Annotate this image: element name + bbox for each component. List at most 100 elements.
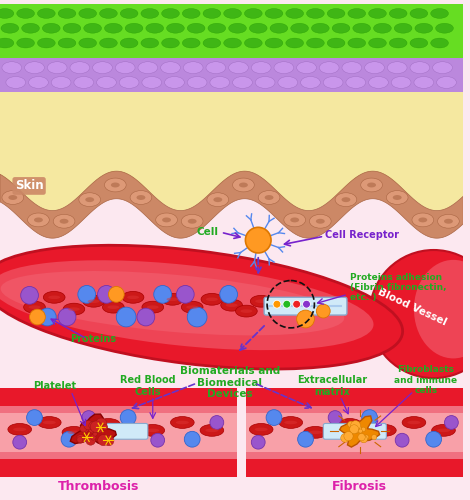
- Circle shape: [93, 432, 97, 436]
- Ellipse shape: [147, 306, 159, 309]
- FancyBboxPatch shape: [173, 110, 196, 122]
- Ellipse shape: [188, 219, 196, 224]
- Circle shape: [351, 420, 360, 430]
- FancyBboxPatch shape: [444, 165, 466, 177]
- Ellipse shape: [303, 141, 312, 146]
- Ellipse shape: [368, 38, 386, 48]
- Ellipse shape: [426, 155, 435, 160]
- FancyBboxPatch shape: [272, 124, 294, 136]
- Ellipse shape: [402, 168, 410, 173]
- Ellipse shape: [290, 0, 301, 4]
- Circle shape: [103, 436, 114, 446]
- FancyBboxPatch shape: [444, 179, 466, 191]
- Ellipse shape: [131, 114, 140, 118]
- Ellipse shape: [229, 168, 238, 173]
- Ellipse shape: [106, 100, 115, 104]
- Circle shape: [364, 435, 369, 440]
- Ellipse shape: [278, 141, 287, 146]
- Ellipse shape: [377, 155, 386, 160]
- Ellipse shape: [316, 219, 325, 224]
- Ellipse shape: [255, 300, 267, 303]
- FancyBboxPatch shape: [173, 151, 196, 164]
- Ellipse shape: [100, 8, 118, 18]
- FancyBboxPatch shape: [173, 96, 196, 108]
- FancyBboxPatch shape: [1, 96, 23, 108]
- FancyBboxPatch shape: [173, 165, 196, 177]
- FancyBboxPatch shape: [173, 124, 196, 136]
- Ellipse shape: [265, 38, 283, 48]
- Ellipse shape: [410, 38, 428, 48]
- FancyBboxPatch shape: [395, 151, 417, 164]
- Ellipse shape: [274, 62, 294, 74]
- Ellipse shape: [131, 128, 140, 132]
- Ellipse shape: [156, 213, 177, 227]
- Polygon shape: [246, 457, 463, 476]
- FancyBboxPatch shape: [99, 138, 121, 149]
- Ellipse shape: [186, 306, 198, 309]
- FancyBboxPatch shape: [444, 151, 466, 164]
- FancyBboxPatch shape: [149, 110, 171, 122]
- Polygon shape: [340, 416, 380, 447]
- Ellipse shape: [303, 100, 312, 104]
- Ellipse shape: [8, 182, 16, 188]
- Polygon shape: [0, 406, 236, 459]
- Polygon shape: [0, 220, 463, 368]
- Ellipse shape: [204, 168, 213, 173]
- Ellipse shape: [81, 168, 90, 173]
- Circle shape: [358, 434, 365, 441]
- Ellipse shape: [233, 76, 252, 88]
- Circle shape: [154, 286, 172, 303]
- Ellipse shape: [0, 38, 14, 48]
- Ellipse shape: [166, 24, 184, 33]
- FancyBboxPatch shape: [198, 124, 220, 136]
- Ellipse shape: [377, 168, 386, 173]
- FancyBboxPatch shape: [420, 138, 442, 149]
- FancyBboxPatch shape: [124, 165, 146, 177]
- Circle shape: [220, 286, 237, 303]
- Ellipse shape: [436, 24, 454, 33]
- Circle shape: [303, 300, 311, 308]
- FancyBboxPatch shape: [173, 138, 196, 149]
- FancyBboxPatch shape: [247, 138, 269, 149]
- Ellipse shape: [204, 141, 213, 146]
- FancyBboxPatch shape: [444, 124, 466, 136]
- Polygon shape: [0, 92, 463, 196]
- Ellipse shape: [254, 168, 263, 173]
- Ellipse shape: [8, 114, 16, 118]
- Ellipse shape: [431, 424, 455, 436]
- Ellipse shape: [451, 141, 460, 146]
- Circle shape: [84, 420, 93, 430]
- FancyBboxPatch shape: [198, 151, 220, 164]
- Circle shape: [27, 410, 42, 426]
- Ellipse shape: [57, 100, 65, 104]
- Ellipse shape: [58, 8, 76, 18]
- FancyBboxPatch shape: [297, 151, 319, 164]
- FancyBboxPatch shape: [198, 96, 220, 108]
- Text: Extracellular
matrix: Extracellular matrix: [297, 375, 367, 397]
- Ellipse shape: [119, 76, 139, 88]
- Ellipse shape: [208, 24, 226, 33]
- Ellipse shape: [201, 294, 223, 305]
- Ellipse shape: [81, 155, 90, 160]
- Ellipse shape: [120, 8, 138, 18]
- FancyBboxPatch shape: [25, 138, 47, 149]
- FancyBboxPatch shape: [223, 96, 244, 108]
- FancyBboxPatch shape: [395, 165, 417, 177]
- Text: Proteins: Proteins: [70, 334, 117, 344]
- Ellipse shape: [431, 38, 448, 48]
- Ellipse shape: [368, 76, 388, 88]
- Ellipse shape: [162, 8, 180, 18]
- Ellipse shape: [8, 128, 16, 132]
- FancyBboxPatch shape: [321, 96, 343, 108]
- FancyBboxPatch shape: [1, 179, 23, 191]
- Circle shape: [426, 432, 441, 447]
- FancyBboxPatch shape: [297, 179, 319, 191]
- Ellipse shape: [433, 62, 453, 74]
- FancyBboxPatch shape: [75, 124, 97, 136]
- Ellipse shape: [265, 195, 274, 200]
- Ellipse shape: [79, 193, 101, 206]
- Ellipse shape: [13, 428, 26, 431]
- FancyBboxPatch shape: [1, 138, 23, 149]
- Ellipse shape: [360, 178, 383, 192]
- Ellipse shape: [402, 100, 410, 104]
